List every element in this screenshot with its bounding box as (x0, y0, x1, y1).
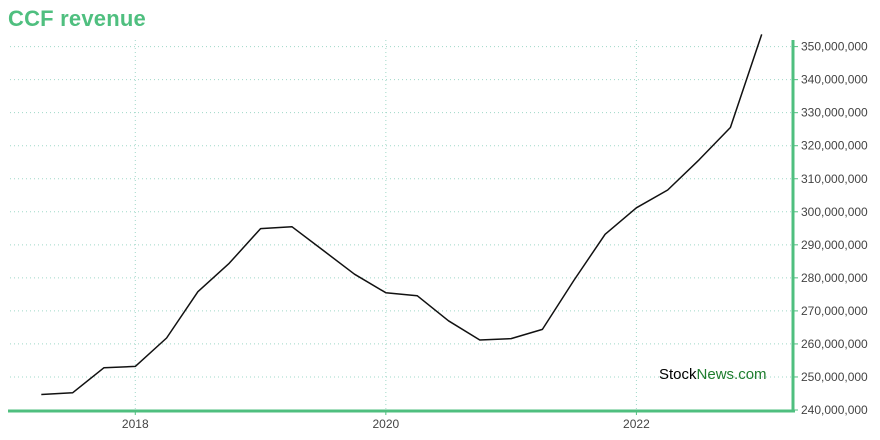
axes (8, 40, 798, 415)
y-tick-label: 280,000,000 (801, 271, 868, 285)
watermark: StockNews.com (659, 366, 767, 383)
y-tick-label: 250,000,000 (801, 370, 868, 384)
series-layer (41, 34, 763, 396)
y-tick-label: 330,000,000 (801, 106, 868, 120)
revenue-series-line (41, 34, 763, 396)
watermark-news: News (697, 366, 735, 383)
watermark-stock: Stock (659, 366, 697, 383)
tick-labels: 240,000,000 250,000,000 260,000,000 270,000… (122, 40, 868, 431)
y-tick-label: 340,000,000 (801, 73, 868, 87)
y-tick-label: 300,000,000 (801, 205, 868, 219)
y-tick-label: 240,000,000 (801, 403, 868, 417)
watermark-dotcom: .com (734, 366, 767, 383)
y-tick-label: 260,000,000 (801, 337, 868, 351)
x-tick-label: 2018 (122, 417, 149, 431)
y-tick-label: 310,000,000 (801, 172, 868, 186)
chart-title: CCF revenue (8, 6, 146, 31)
x-tick-label: 2020 (372, 417, 399, 431)
y-tick-label: 350,000,000 (801, 40, 868, 54)
y-tick-label: 290,000,000 (801, 238, 868, 252)
x-tick-label: 2022 (623, 417, 650, 431)
y-tick-label: 270,000,000 (801, 304, 868, 318)
y-tick-label: 320,000,000 (801, 139, 868, 153)
grid-lines (10, 40, 793, 411)
